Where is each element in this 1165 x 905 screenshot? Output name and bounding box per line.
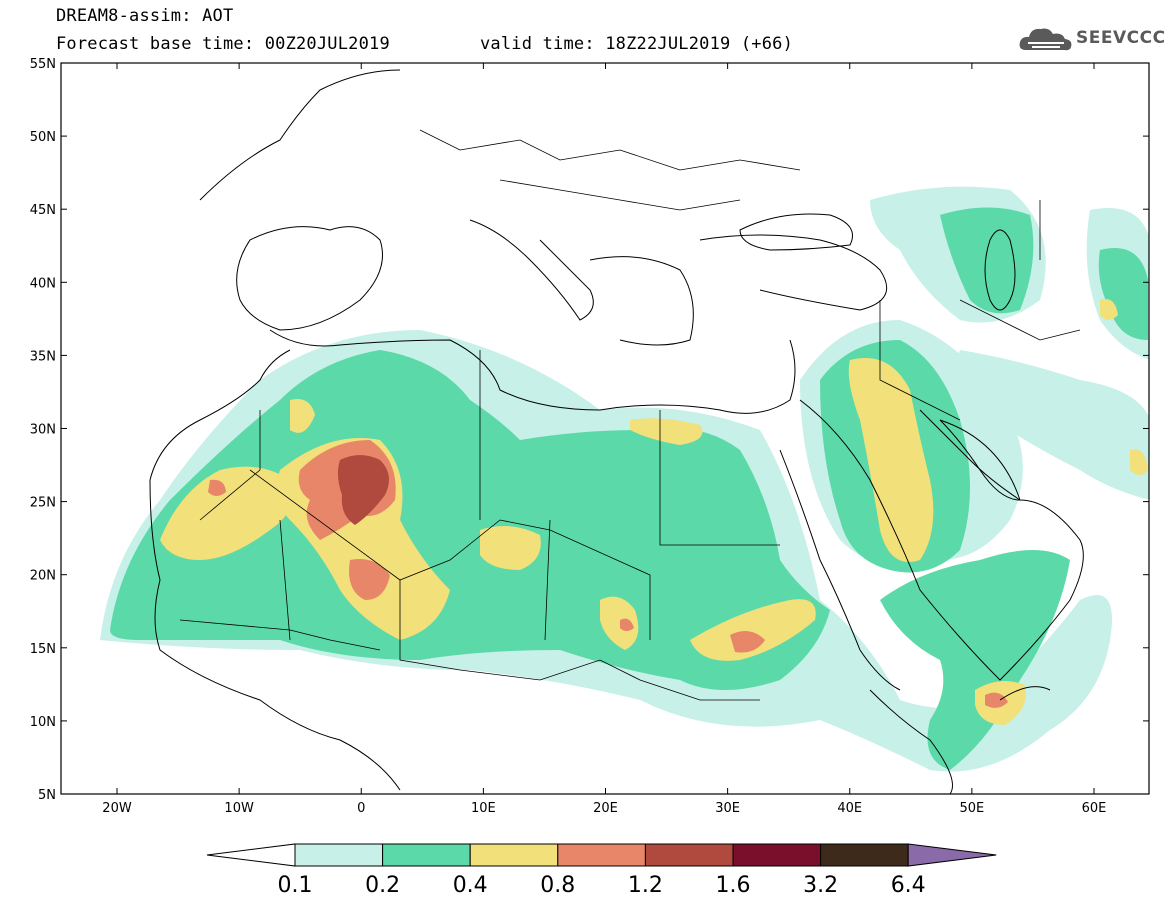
colorbar-level-label: 6.4 [890,873,926,898]
lat-label: 30N [30,423,56,438]
colorbar-box [469,843,559,867]
lon-label: 10E [471,801,496,816]
title-line-2-base: Forecast base time: 00Z20JUL2019 [56,34,390,54]
lon-label: 30E [715,801,740,816]
seevccc-logo: SEEVCCC [1018,24,1165,56]
lon-label: 20W [102,801,132,816]
colorbar-level-label: 0.4 [452,873,488,898]
colorbar-box [820,843,909,867]
colorbar-box [732,843,822,867]
logo-text: SEEVCCC [1076,28,1165,48]
lon-label: 20E [593,801,618,816]
colorbar-level-label: 0.2 [365,873,401,898]
lat-label: 20N [30,569,56,584]
lat-label: 40N [30,276,56,291]
longitude-axis: 20W 10W 0 10E 20E 30E 40E 50E 60E [102,63,1106,816]
lat-label: 45N [30,203,56,218]
colorbar-level-label: 1.6 [715,873,751,898]
colorbar-level-label: 1.2 [627,873,663,898]
aot-shade-1-2 [337,455,389,525]
lat-label: 25N [30,496,56,511]
colorbar-left-arrow [206,843,296,867]
latitude-axis: 55N 50N 45N 40N 35N 30N 25N 20N 15N 10N 5N [30,57,1149,803]
lon-label: 0 [357,801,365,816]
title-line-1: DREAM8-assim: AOT [56,6,234,26]
lat-label: 10N [30,715,56,730]
lat-label: 50N [30,130,56,145]
lon-label: 50E [959,801,984,816]
lon-label: 60E [1082,801,1107,816]
coastlines [149,69,1084,794]
title-line-2-valid: valid time: 18Z22JUL2019 (+66) [480,34,794,54]
colorbar-level-label: 0.8 [540,873,576,898]
colorbar-box [557,843,646,867]
cloud-icon [1019,28,1072,51]
colorbar-right-arrow [907,843,997,867]
lat-label: 55N [30,57,56,72]
lat-label: 5N [38,788,56,803]
colorbar-box [382,843,471,867]
lon-label: 40E [837,801,862,816]
colorbar-box [294,843,384,867]
colorbar-box [644,843,734,867]
country-borders [179,129,1081,701]
lon-label: 10W [224,801,254,816]
colorbar-level-label: 0.1 [277,873,313,898]
lat-label: 35N [30,349,56,364]
colorbar-level-label: 3.2 [803,873,839,898]
lat-label: 15N [30,642,56,657]
colorbar [206,843,997,867]
